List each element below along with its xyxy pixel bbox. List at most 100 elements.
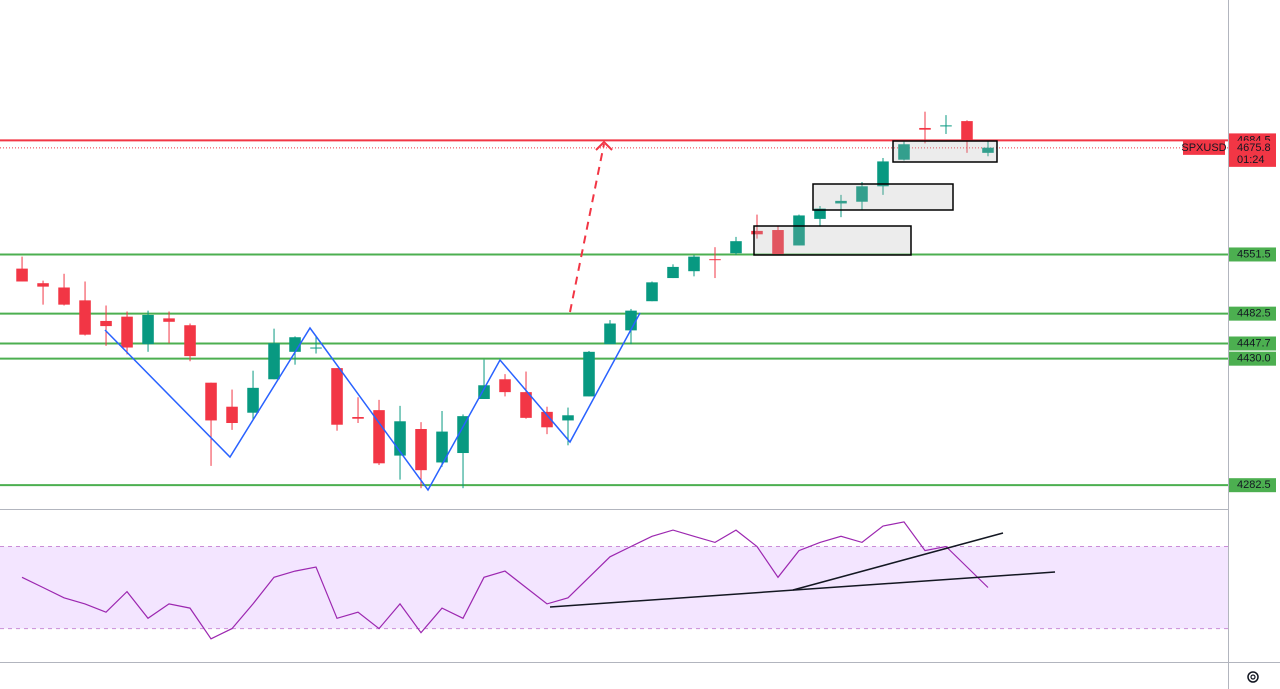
- candle: [310, 335, 322, 354]
- candle: [79, 281, 91, 336]
- symbol-label-box: [1183, 140, 1225, 155]
- candle-body: [37, 283, 49, 287]
- candle-body: [856, 186, 868, 202]
- candle-body: [352, 417, 364, 419]
- box-drawing: [812, 183, 954, 211]
- candle: [625, 308, 637, 345]
- gear-icon[interactable]: [1247, 671, 1259, 683]
- symbol-label: SPXUSD: [1181, 142, 1226, 154]
- candle-body: [751, 230, 763, 235]
- level-label-box: [1229, 336, 1276, 351]
- candle: [835, 194, 847, 218]
- candle: [247, 370, 259, 420]
- candle: [772, 225, 784, 255]
- candle-body: [205, 382, 217, 421]
- zigzag-drawing: [104, 312, 641, 492]
- candle: [919, 111, 931, 144]
- candle: [331, 368, 343, 431]
- candle-body: [709, 259, 721, 261]
- candle: [415, 422, 427, 489]
- candle: [37, 280, 49, 305]
- level-label-box: [1229, 478, 1276, 493]
- candle: [226, 389, 238, 430]
- trend-line: [549, 571, 1056, 608]
- candle-body: [121, 316, 133, 348]
- candle-body: [457, 416, 469, 454]
- candle: [58, 273, 70, 306]
- arrow-head: [595, 140, 613, 151]
- candle: [268, 328, 280, 380]
- candle-body: [289, 337, 301, 352]
- candle-body: [436, 431, 448, 463]
- candle: [940, 115, 952, 134]
- candle-body: [247, 387, 259, 413]
- candle: [436, 410, 448, 467]
- candle-body: [16, 268, 28, 282]
- candle: [205, 382, 217, 466]
- candle-body: [394, 421, 406, 456]
- candle-body: [184, 325, 196, 357]
- candle-body: [499, 379, 511, 393]
- level-label: 4551.5: [1237, 248, 1271, 260]
- level-label: 4447.7: [1237, 337, 1271, 349]
- candle: [394, 405, 406, 480]
- candle: [541, 406, 553, 435]
- candle-body: [562, 415, 574, 421]
- candle: [100, 305, 112, 346]
- candle: [352, 397, 364, 424]
- gear-icon-center[interactable]: [1250, 674, 1256, 680]
- level-label-box: [1229, 247, 1276, 262]
- candle-body: [604, 323, 616, 345]
- candle-body: [919, 127, 931, 130]
- candle: [478, 359, 490, 399]
- candle-body: [667, 266, 679, 279]
- candle-body: [793, 215, 805, 246]
- drawings: [104, 140, 1056, 608]
- candle: [373, 399, 385, 466]
- rsi-band: [0, 546, 1228, 629]
- candle-body: [331, 368, 343, 425]
- candle-body: [415, 429, 427, 471]
- box-drawing: [892, 140, 998, 163]
- candle-body: [142, 314, 154, 345]
- settings-button[interactable]: [1247, 671, 1259, 683]
- countdown: 01:24: [1237, 154, 1265, 166]
- candle-body: [877, 161, 889, 187]
- projection-arrow: [569, 143, 605, 313]
- candle-body: [772, 230, 784, 255]
- candle: [793, 214, 805, 246]
- candle-body: [982, 147, 994, 153]
- candle-body: [310, 347, 322, 349]
- candle: [982, 140, 994, 157]
- level-label-box: [1229, 140, 1276, 167]
- candle-body: [100, 320, 112, 327]
- candle-body: [646, 282, 658, 302]
- candle: [289, 336, 301, 365]
- candle-body: [373, 410, 385, 464]
- candle-body: [520, 392, 532, 418]
- candle-body: [583, 351, 595, 397]
- level-label-box: [1229, 351, 1276, 366]
- level-label: 4482.5: [1237, 308, 1271, 320]
- candle: [16, 256, 28, 282]
- candle-body: [625, 310, 637, 331]
- candle: [583, 350, 595, 397]
- level-label: 4675.8: [1237, 142, 1271, 154]
- candle-body: [814, 208, 826, 219]
- candle-body: [79, 300, 91, 335]
- candle: [121, 311, 133, 355]
- candle: [604, 320, 616, 345]
- candle-body: [940, 125, 952, 127]
- candle: [667, 264, 679, 279]
- candle-body: [898, 144, 910, 160]
- candle: [898, 141, 910, 161]
- candle: [163, 311, 175, 344]
- candle: [688, 254, 700, 277]
- candle-body: [541, 411, 553, 428]
- level-label: 4430.0: [1237, 353, 1271, 365]
- candle: [877, 157, 889, 195]
- candle: [142, 310, 154, 352]
- candle-body: [58, 287, 70, 305]
- trend-line: [792, 532, 1004, 591]
